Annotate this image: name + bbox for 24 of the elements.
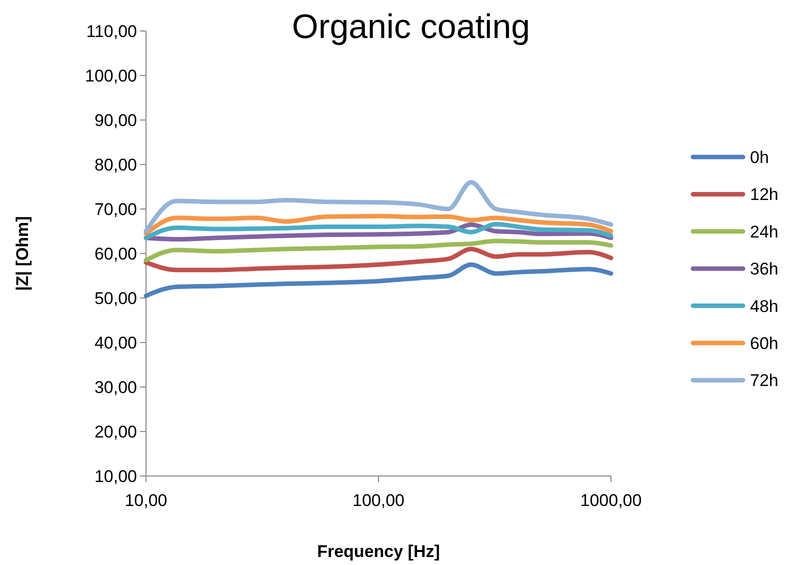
y-tick-label: 10,00 bbox=[94, 467, 137, 486]
legend-label: 36h bbox=[750, 260, 778, 279]
y-tick-label: 30,00 bbox=[94, 378, 137, 397]
x-tick-label: 1000,00 bbox=[580, 491, 642, 510]
legend-label: 60h bbox=[750, 334, 778, 353]
chart-title: Organic coating bbox=[292, 8, 530, 46]
x-axis-title: Frequency [Hz] bbox=[317, 542, 440, 561]
y-tick-label: 110,00 bbox=[86, 22, 137, 41]
legend-label: 72h bbox=[750, 371, 778, 390]
y-axis-title: |Z| [Ohm] bbox=[13, 216, 32, 291]
y-tick-label: 90,00 bbox=[94, 111, 137, 130]
x-tick-label: 10,00 bbox=[124, 491, 168, 510]
y-tick-label: 40,00 bbox=[94, 334, 137, 352]
y-tick-label: 70,00 bbox=[94, 200, 137, 219]
y-tick-label: 80,00 bbox=[94, 156, 137, 174]
legend-label: 48h bbox=[750, 296, 778, 316]
y-tick-label: 60,00 bbox=[94, 244, 137, 264]
y-tick-label: 100,00 bbox=[85, 66, 137, 86]
x-tick-label: 100,00 bbox=[352, 491, 404, 510]
legend-label: 0h bbox=[750, 148, 769, 167]
y-tick-label: 20,00 bbox=[94, 422, 137, 442]
legend-label: 24h bbox=[750, 222, 778, 242]
y-tick-label: 50,00 bbox=[94, 289, 137, 308]
legend-label: 12h bbox=[750, 185, 778, 204]
